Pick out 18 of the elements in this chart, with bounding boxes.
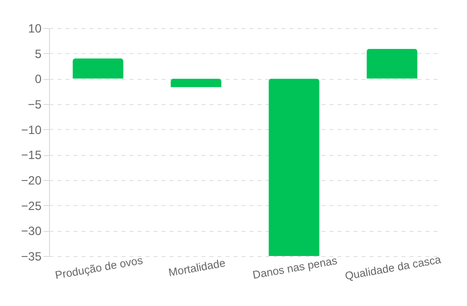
y-tick-label: −5 [28,98,42,112]
bar [268,78,320,256]
y-tick-label: −35 [21,250,42,264]
y-tick-label: −20 [21,174,42,188]
bar [366,48,418,79]
y-tick-label: 10 [28,22,42,36]
x-tick-label: Qualidade da casca [344,254,443,283]
bar [72,58,124,79]
x-tick-label: Produção de ovos [54,254,144,282]
y-tick-label: 0 [34,72,42,86]
y-tick-label: −10 [21,122,42,137]
x-tick-label: Danos nas penas [252,254,339,282]
y-tick-label: −15 [21,148,42,162]
y-tick-label: 5 [34,46,42,61]
y-tick-label: −25 [21,198,42,213]
y-tick-label: −30 [21,224,42,238]
x-tick-label: Mortalidade [168,258,226,280]
bar [170,78,222,88]
